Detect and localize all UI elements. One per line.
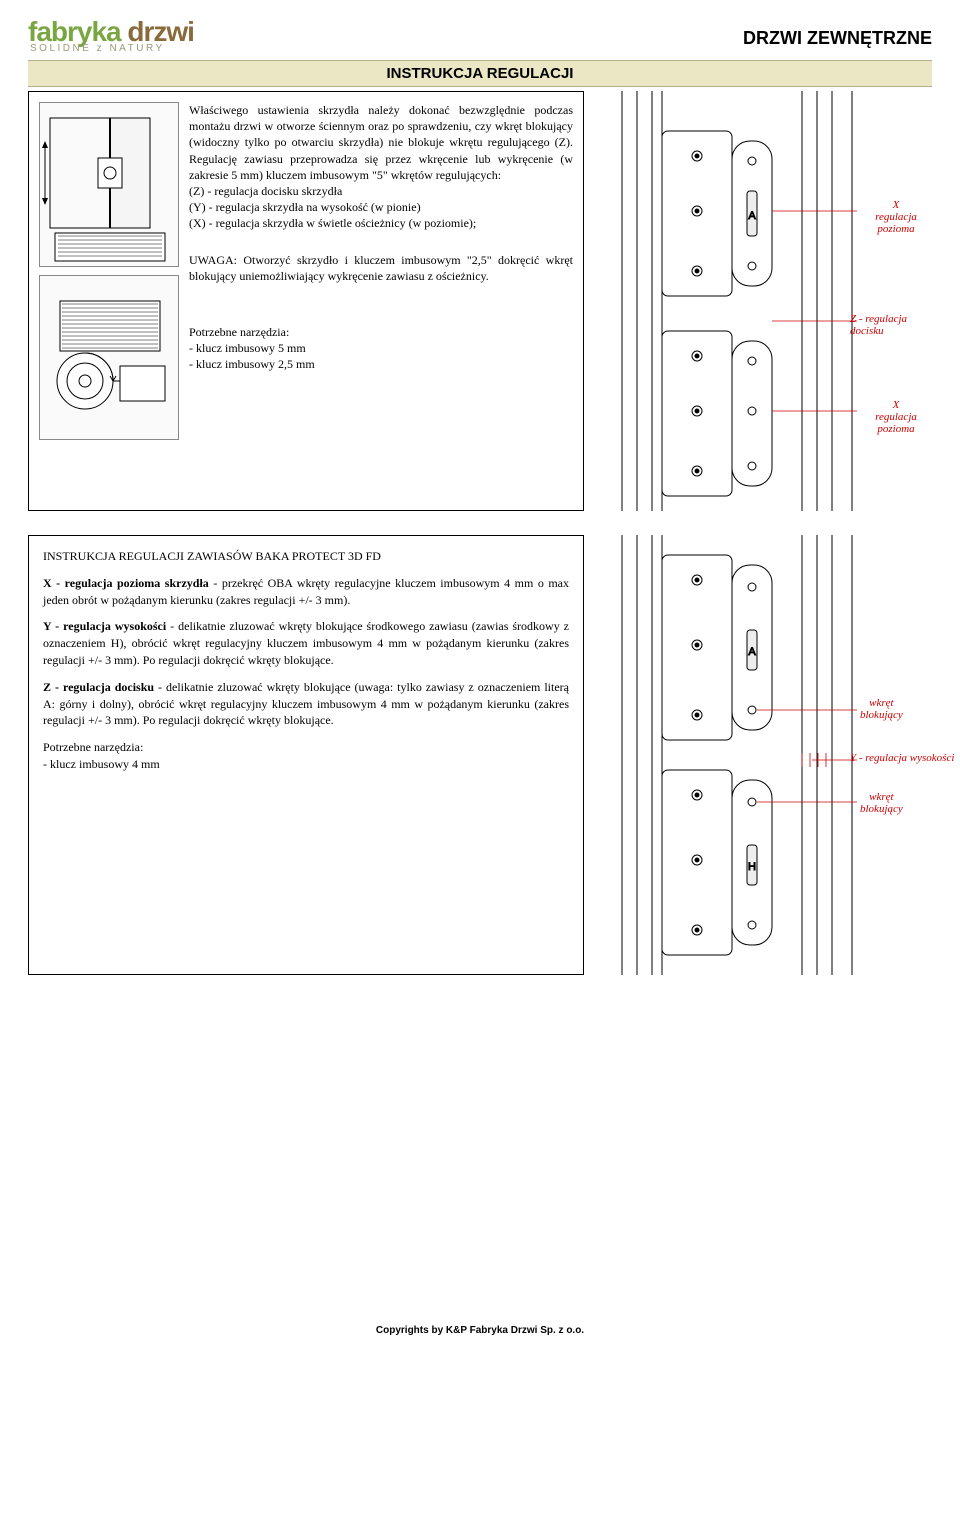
tool-1b: - klucz imbusowy 4 mm [43, 757, 160, 771]
hinge-elevation-icon: A [602, 91, 932, 511]
annotation-x-bottom: X regulacja pozioma [860, 399, 932, 435]
page: fabryka drzwi SOLIDNE z NATURY DRZWI ZEW… [0, 0, 960, 1386]
tool-2: - klucz imbusowy 2,5 mm [189, 357, 315, 371]
section-2-right-diagram: A H [602, 535, 932, 975]
annotation-x-top: X regulacja pozioma [860, 199, 932, 235]
annotation-wkret-top: wkręt blokujący [860, 697, 903, 721]
diagram-top [39, 102, 179, 267]
section-1: Właściwego ustawienia skrzydła należy do… [28, 91, 932, 511]
logo-wordmark: fabryka drzwi [28, 18, 194, 46]
px-label: X - regulacja pozioma skrzydła [43, 576, 209, 590]
annot-wb1-l2: blokujący [860, 709, 903, 721]
annotation-y: Y - regulacja wysokości [850, 752, 960, 764]
para-x: X - regulacja pozioma skrzydła - przekrę… [43, 575, 569, 609]
tools-block: Potrzebne narzędzia: - klucz imbusowy 5 … [189, 324, 573, 373]
py-label: Y - regulacja wysokości [43, 619, 166, 633]
section-2: INSTRUKCJA REGULACJI ZAWIASÓW BAKA PROTE… [28, 535, 932, 975]
page-category-title: DRZWI ZEWNĘTRZNE [743, 28, 932, 49]
annotation-wkret-bottom: wkręt blokujący [860, 791, 903, 815]
pz-label: Z - regulacja docisku [43, 680, 154, 694]
svg-text:A: A [748, 210, 756, 222]
para-warning: UWAGA: Otworzyć skrzydło i kluczem imbus… [189, 252, 573, 284]
logo: fabryka drzwi SOLIDNE z NATURY [28, 18, 194, 54]
diagram-bottom [39, 275, 179, 440]
hinge-top-view-icon [40, 276, 179, 440]
content-frame: Właściwego ustawienia skrzydła należy do… [28, 91, 932, 975]
list-y: (Y) - regulacja skrzydła na wysokość (w … [189, 200, 421, 214]
annot-x2-l2: regulacja pozioma [875, 411, 917, 435]
para-main-text: Właściwego ustawienia skrzydła należy do… [189, 103, 573, 182]
section-1-text: Właściwego ustawienia skrzydła należy do… [189, 102, 573, 500]
tool-1: - klucz imbusowy 5 mm [189, 341, 306, 355]
list-z: (Z) - regulacja docisku skrzydła [189, 184, 342, 198]
annot-wb1-l1: wkręt [869, 697, 893, 709]
footer-copyright: Copyrights by K&P Fabryka Drzwi Sp. z o.… [28, 1325, 932, 1346]
svg-text:H: H [748, 861, 756, 873]
tools-title: Potrzebne narzędzia: [189, 325, 289, 339]
logo-subtitle: SOLIDNE z NATURY [30, 44, 194, 54]
para-y: Y - regulacja wysokości - delikatnie zlu… [43, 618, 569, 668]
annot-x2-l1: X [893, 399, 900, 411]
para-main: Właściwego ustawienia skrzydła należy do… [189, 102, 573, 232]
annot-x1-l2: regulacja pozioma [875, 211, 917, 235]
svg-text:A: A [748, 646, 756, 658]
diagram-column [39, 102, 179, 500]
section-1-right-diagram: A [602, 91, 932, 511]
section-1-left-box: Właściwego ustawienia skrzydła należy do… [28, 91, 584, 511]
section-2-left-box: INSTRUKCJA REGULACJI ZAWIASÓW BAKA PROTE… [28, 535, 584, 975]
list-x: (X) - regulacja skrzydła w świetle oście… [189, 216, 476, 230]
annot-y-l1: Y - regulacja wysokości [850, 752, 954, 764]
tools-block-2: Potrzebne narzędzia: - klucz imbusowy 4 … [43, 739, 569, 773]
title-band: INSTRUKCJA REGULACJI [28, 60, 932, 87]
tools-title-2: Potrzebne narzędzia: [43, 740, 143, 754]
annot-wb2-l1: wkręt [869, 791, 893, 803]
annot-x1-l1: X [893, 199, 900, 211]
annotation-z: Z - regulacja docisku [850, 313, 932, 337]
header-row: fabryka drzwi SOLIDNE z NATURY DRZWI ZEW… [28, 18, 932, 54]
hinge-cross-section-icon [40, 103, 179, 267]
section-2-title: INSTRUKCJA REGULACJI ZAWIASÓW BAKA PROTE… [43, 548, 569, 565]
annot-z-l1: Z - regulacja docisku [850, 313, 907, 337]
annot-wb2-l2: blokujący [860, 803, 903, 815]
para-z: Z - regulacja docisku - delikatnie zluzo… [43, 679, 569, 729]
